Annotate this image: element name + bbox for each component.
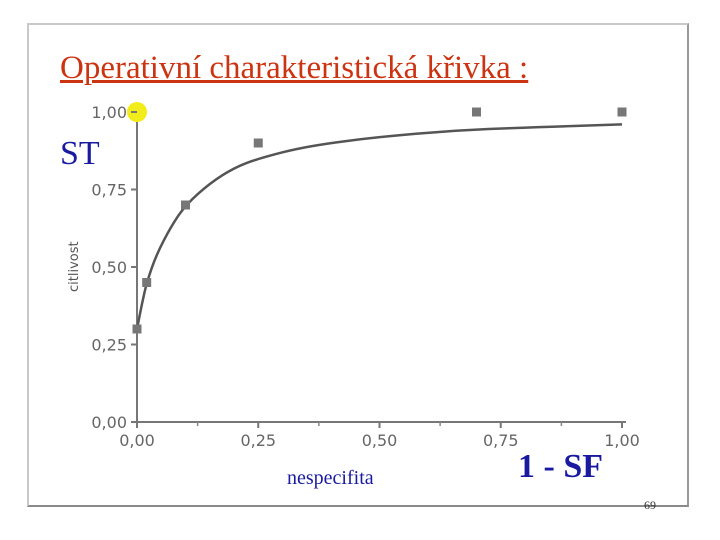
y-tick-label: 1,00 <box>91 103 127 122</box>
y-axis-label: citlivost <box>67 241 82 292</box>
data-point <box>181 200 190 210</box>
data-point <box>132 324 142 334</box>
fitted-curve <box>135 123 623 330</box>
x-annotation-1-minus-sf: 1 - SF <box>518 448 603 485</box>
x-tick-label: 0,75 <box>483 431 519 450</box>
ticks-layer: 0,00 0,25 0,50 0,75 1,00 0,00 0,25 0,50 0,75 1,00 <box>91 103 639 450</box>
x-tick-label: 1,00 <box>604 431 640 450</box>
x-tick-label: 0,00 <box>119 431 155 450</box>
x-tick-label: 0,25 <box>240 431 276 450</box>
x-tick-label: 0,50 <box>362 431 398 450</box>
page-number: 69 <box>644 498 656 512</box>
slide-title: Operativní charakteristická křivka : <box>60 50 529 86</box>
chart-axes <box>136 104 626 423</box>
y-tick-label: 0,00 <box>91 413 127 432</box>
curve-layer <box>135 123 623 330</box>
data-point <box>142 278 152 287</box>
y-tick-label: 0,75 <box>91 181 127 200</box>
x-annotation-nespecifita: nespecifita <box>287 467 374 489</box>
data-point <box>472 107 481 117</box>
y-tick-label: 0,50 <box>91 258 127 277</box>
slide-frame <box>27 23 689 507</box>
y-tick-label: 0,25 <box>91 336 127 355</box>
data-point <box>253 138 263 148</box>
y-annotation: ST <box>60 135 100 172</box>
data-point <box>617 107 627 117</box>
